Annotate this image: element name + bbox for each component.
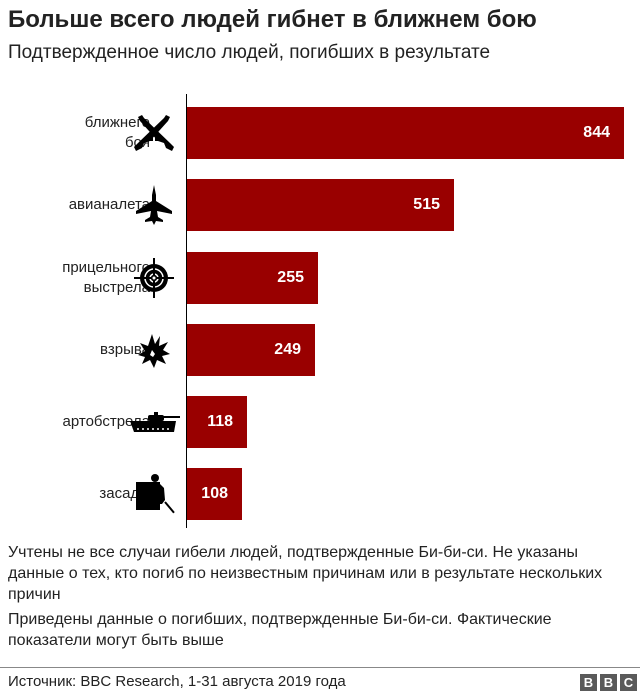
bar-row-explosion: взрыва 249 (0, 324, 640, 376)
bar-value: 249 (274, 341, 301, 358)
footer-divider (0, 667, 640, 668)
bar: 255 (187, 252, 318, 304)
bar: 118 (187, 396, 247, 448)
bar: 108 (187, 468, 242, 520)
bar: 249 (187, 324, 315, 376)
chart-title: Больше всего людей гибнет в ближнем бою (8, 6, 537, 33)
bar-value: 515 (413, 196, 440, 213)
category-label-line: авианалета (68, 196, 150, 213)
y-axis-line (186, 94, 187, 528)
category-label: артобстрела (63, 396, 150, 448)
tank-icon (130, 412, 180, 432)
bbc-logo: B B C (580, 674, 637, 691)
category-label-line: артобстрела (62, 413, 150, 430)
fighter-jet-icon (136, 185, 172, 225)
bar-row-airstrike: авианалета 515 (0, 179, 640, 231)
crossed-rifles-icon (134, 115, 174, 151)
bar-row-ambush: засады 108 (0, 468, 640, 520)
bar: 844 (187, 107, 624, 159)
note-confirmed-data: Приведены данные о погибших, подтвержден… (8, 611, 552, 649)
category-label: прицельного выстрела (62, 252, 150, 304)
bar-row-shelling: артобстрела 118 (0, 396, 640, 448)
bar-row-close-combat: ближнего боя 844 (0, 107, 640, 159)
category-label: авианалета (69, 179, 150, 231)
bbc-logo-letter: B (580, 674, 597, 691)
bar-value: 108 (201, 485, 228, 502)
note-incomplete-data: Учтены не все случаи гибели людей, подтв… (8, 544, 603, 603)
source-text: Источник: BBC Research, 1-31 августа 201… (8, 673, 346, 690)
bar-value: 844 (583, 124, 610, 141)
category-label-line: взрыва (100, 341, 150, 358)
crosshair-icon (134, 258, 174, 298)
bbc-logo-letter: B (600, 674, 617, 691)
chart-notes: Учтены не все случаи гибели людей, подтв… (8, 542, 633, 655)
bar: 515 (187, 179, 454, 231)
category-label: взрыва (100, 324, 150, 376)
category-label-line: ближнего (84, 114, 150, 131)
category-label-line: прицельного (62, 259, 150, 276)
category-label-line: выстрела (83, 279, 150, 296)
chart-subtitle: Подтвержденное число людей, погибших в р… (8, 42, 491, 63)
bar-row-sniper-shot: прицельного выстрела 255 (0, 252, 640, 304)
explosion-icon (138, 334, 170, 368)
bar-value: 255 (277, 269, 304, 286)
bar-value: 118 (207, 413, 233, 430)
bbc-logo-letter: C (620, 674, 637, 691)
ambush-soldier-icon (136, 474, 175, 514)
